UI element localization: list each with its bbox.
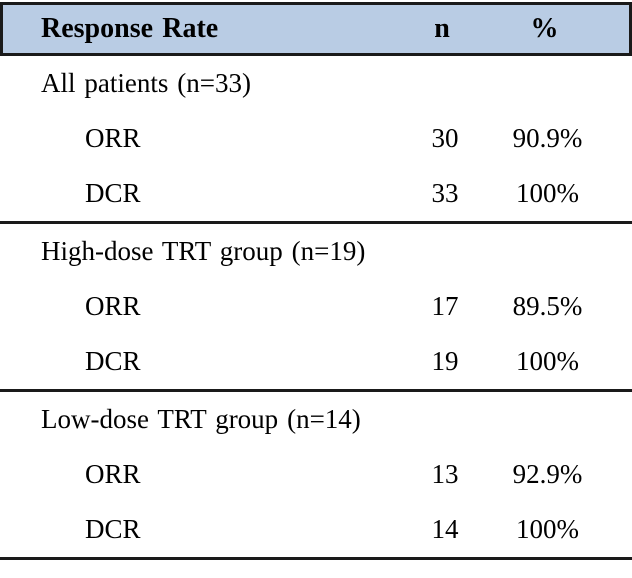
table-row: ORR 17 89.5% <box>0 279 632 334</box>
n-value: 33 <box>431 178 459 208</box>
percent-value: 89.5% <box>512 291 583 321</box>
percent-value: 90.9% <box>512 123 583 153</box>
col-header-percent: % <box>530 13 559 44</box>
measure-label: DCR <box>85 514 141 544</box>
table-header-row: Response Rate n % <box>0 2 632 56</box>
n-value: 14 <box>431 514 459 544</box>
group-label-row: High-dose TRT group (n=19) <box>0 224 632 279</box>
table-row: DCR 19 100% <box>0 334 632 389</box>
measure-label: ORR <box>85 123 141 153</box>
percent-value: 100% <box>516 178 579 208</box>
n-value: 17 <box>431 291 459 321</box>
col-header-n: n <box>434 13 450 44</box>
n-value: 19 <box>431 346 459 376</box>
table-row: ORR 13 92.9% <box>0 447 632 502</box>
group-label: Low-dose TRT group (n=14) <box>41 404 361 434</box>
table-body: All patients (n=33) ORR 30 90.9% DCR 33 100% Hi… <box>0 56 632 560</box>
percent-value: 100% <box>516 514 579 544</box>
table-section: Low-dose TRT group (n=14) ORR 13 92.9% DCR 14… <box>0 392 632 560</box>
measure-label: ORR <box>85 291 141 321</box>
measure-label: DCR <box>85 346 141 376</box>
percent-value: 100% <box>516 346 579 376</box>
n-value: 13 <box>431 459 459 489</box>
table-row: DCR 33 100% <box>0 166 632 221</box>
group-label: High-dose TRT group (n=19) <box>41 236 366 266</box>
table-section: All patients (n=33) ORR 30 90.9% DCR 33 100% <box>0 56 632 224</box>
group-label-row: All patients (n=33) <box>0 56 632 111</box>
table-row: ORR 30 90.9% <box>0 111 632 166</box>
measure-label: ORR <box>85 459 141 489</box>
group-label-row: Low-dose TRT group (n=14) <box>0 392 632 447</box>
measure-label: DCR <box>85 178 141 208</box>
table-row: DCR 14 100% <box>0 502 632 557</box>
col-header-response-rate: Response Rate <box>41 13 219 44</box>
response-rate-table: Response Rate n % All patients (n=33) ORR… <box>0 2 632 560</box>
percent-value: 92.9% <box>512 459 583 489</box>
group-label: All patients (n=33) <box>41 68 252 98</box>
n-value: 30 <box>431 123 459 153</box>
table-section: High-dose TRT group (n=19) ORR 17 89.5% DCR 1… <box>0 224 632 392</box>
